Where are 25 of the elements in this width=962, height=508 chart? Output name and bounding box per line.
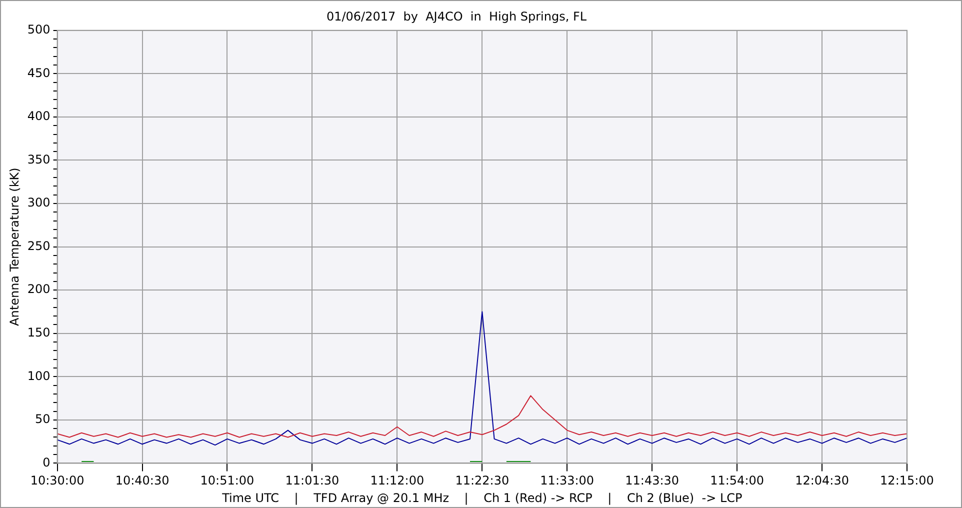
y-tick-label: 250 <box>27 238 50 253</box>
x-tick-label: 11:01:30 <box>285 474 340 488</box>
y-tick-label: 50 <box>35 412 50 426</box>
x-tick-label: 10:40:30 <box>115 474 170 488</box>
y-tick-label: 500 <box>27 22 50 37</box>
x-tick-label: 12:15:00 <box>880 474 934 488</box>
y-tick-label: 0 <box>42 455 50 470</box>
x-tick-label: 11:12:00 <box>370 474 424 488</box>
x-tick-label: 11:33:00 <box>540 474 594 488</box>
x-tick-label: 11:54:00 <box>710 474 764 488</box>
y-tick-label: 100 <box>27 368 50 383</box>
chart-title: 01/06/2017 by AJ4CO in High Springs, FL <box>326 9 587 24</box>
x-tick-label: 11:43:30 <box>625 474 680 488</box>
x-tick-label: 11:22:30 <box>455 474 510 488</box>
y-axis-title: Antenna Temperature (kK) <box>7 168 22 326</box>
y-tick-label: 450 <box>27 66 50 80</box>
x-axis-title: Time UTC | TFD Array @ 20.1 MHz | Ch 1 (Red) -> RCP | Ch 2 (Blue) -> LCP <box>221 490 742 505</box>
y-tick-label: 300 <box>27 196 50 210</box>
y-tick-label: 150 <box>27 325 50 340</box>
x-tick-label: 10:51:00 <box>200 474 254 488</box>
x-tick-label: 10:30:00 <box>30 474 84 488</box>
x-tick-label: 12:04:30 <box>795 474 849 488</box>
y-tick-label: 350 <box>27 152 50 166</box>
y-tick-label: 200 <box>27 282 50 296</box>
y-tick-label: 400 <box>27 109 50 124</box>
